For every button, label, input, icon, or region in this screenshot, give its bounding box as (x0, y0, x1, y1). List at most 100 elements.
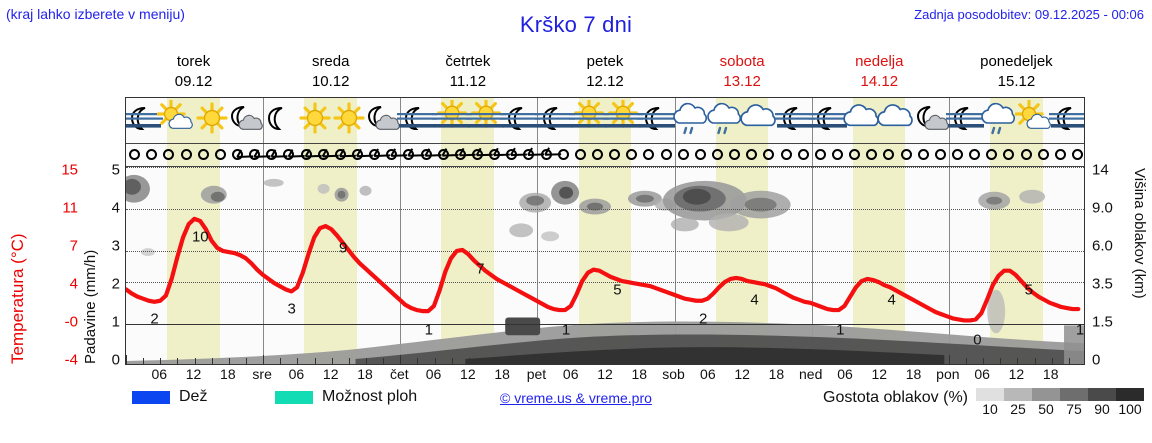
temp-label-max-10: 4 (750, 291, 759, 309)
day-date: 15.12 (997, 73, 1036, 90)
day-header-3: četrtek 11.12 (399, 52, 536, 96)
moon-fog-icon (808, 107, 849, 131)
x-tick (126, 355, 127, 364)
wind-calm-marker (334, 149, 346, 160)
gridline-0 (126, 324, 1084, 326)
copyright-link[interactable]: © vreme.us & vreme.pro (500, 390, 652, 406)
wind-barb-row (126, 144, 1084, 166)
cloud-tick-9.0: 9.0 (1092, 199, 1113, 217)
x-tick (691, 358, 693, 364)
x-tick (554, 358, 556, 364)
hour-label-12: 12 (871, 366, 888, 382)
wind-calm-marker (780, 149, 792, 160)
x-tick (726, 358, 727, 364)
hour-label-06: 06 (562, 366, 579, 382)
sun-fog-icon (603, 100, 644, 128)
cloud-density-step-90: 90 (1094, 401, 1110, 417)
wind-calm-marker (249, 149, 261, 160)
weather-icon-cell-13 (534, 100, 575, 142)
temp-label-min-13: 0 (973, 331, 982, 349)
hour-axis-labels: 06 12 18 sre 06 12 18 čet 06 12 18 pet 06 12 18 sob 06 12… (125, 366, 1085, 384)
weather-icon-cell-15 (603, 100, 644, 142)
cloud-density-bar-10 (976, 388, 1004, 401)
weather-icon-cell-6 (295, 100, 335, 142)
x-tick (211, 358, 213, 364)
cloud-tick-6.0: 6.0 (1092, 237, 1113, 255)
wind-calm-marker (917, 149, 929, 160)
cloud-height-axis-ticks: 14 9.0 6.0 3.5 1.5 0 (1092, 160, 1130, 370)
wind-calm-marker (351, 149, 363, 160)
hour-label-pet: pet (526, 366, 547, 382)
hour-label-18: 18 (494, 366, 510, 382)
x-tick (794, 358, 796, 364)
day-header-6: nedelja 14.12 (811, 52, 948, 96)
wind-calm-marker (591, 149, 603, 160)
x-tick (931, 358, 933, 364)
day-separator-3 (537, 98, 539, 364)
x-tick (983, 358, 985, 364)
cloud-density-legend: Gostota oblakov (%) 10 25 50 75 90 100 (823, 388, 1144, 417)
hour-label-12: 12 (1008, 366, 1025, 382)
temp-tick--0: -0 (64, 313, 78, 331)
legend-showers-label: Možnost ploh (322, 388, 418, 405)
hour-label-18: 18 (631, 366, 648, 382)
sun-icon (333, 102, 365, 134)
weather-icon-cell-22 (843, 100, 883, 142)
temperature-curve (126, 167, 1084, 364)
hour-label-pon: pon (936, 366, 960, 382)
moon-icon (268, 107, 283, 131)
x-tick (863, 358, 865, 364)
legend-showers: Možnost ploh (275, 388, 417, 406)
wind-calm-marker (231, 149, 243, 160)
x-tick (400, 355, 402, 364)
wind-calm-marker (849, 149, 861, 160)
gridline-4 (126, 282, 1084, 284)
x-tick (657, 358, 659, 364)
x-tick (366, 358, 367, 364)
day-header-4: petek 12.12 (536, 52, 673, 96)
wind-calm-marker (986, 149, 998, 160)
x-tick (897, 358, 899, 364)
moon-fog-icon (946, 107, 986, 131)
daylight-band-6 (852, 98, 906, 364)
weather-icon-cell-11 (466, 100, 506, 142)
x-tick (743, 358, 745, 364)
hour-label-sre: sre (252, 366, 272, 382)
weather-icon-cell-18 (706, 100, 746, 142)
x-tick (194, 358, 196, 364)
x-tick (948, 355, 950, 364)
day-separator-2 (400, 98, 402, 364)
day-date: 09.12 (174, 73, 213, 90)
hour-label-sob: sob (662, 366, 685, 382)
wind-calm-marker (934, 149, 946, 160)
sun-icon (298, 102, 331, 134)
hour-label-06: 06 (151, 366, 168, 382)
wind-calm-marker (214, 149, 226, 160)
day-name: četrtek (445, 53, 491, 70)
weather-icon-row (126, 98, 1084, 143)
cloud-density-bar-90 (1088, 388, 1116, 401)
temp-label-max-14: 5 (1024, 281, 1034, 299)
wind-calm-marker (1054, 149, 1066, 160)
moon-fog-icon (500, 107, 541, 131)
temp-label-min-3: 3 (287, 300, 296, 318)
cloud-density-bar-25 (1004, 388, 1032, 401)
day-date: 11.12 (449, 73, 487, 90)
wind-calm-marker (866, 149, 878, 160)
temp-tick-7: 7 (69, 237, 78, 255)
day-date: 13.12 (723, 73, 761, 90)
x-tick (914, 358, 916, 364)
precipitation-axis-ticks: 5 4 3 2 1 0 (100, 160, 120, 370)
chart-legend: Dež Možnost ploh © vreme.us & vreme.pro … (0, 388, 1152, 438)
x-tick (331, 358, 333, 364)
wind-calm-marker (797, 149, 809, 160)
wind-calm-marker (626, 149, 638, 160)
cloud-tick-1.5: 1.5 (1092, 313, 1113, 331)
prec-tick-5: 5 (111, 161, 120, 179)
day-date: 12.12 (586, 73, 624, 90)
x-tick (1068, 358, 1070, 364)
temp-label-min-1: 2 (150, 310, 159, 328)
legend-rain: Dež (132, 388, 207, 406)
gridline-7 (126, 250, 1084, 252)
